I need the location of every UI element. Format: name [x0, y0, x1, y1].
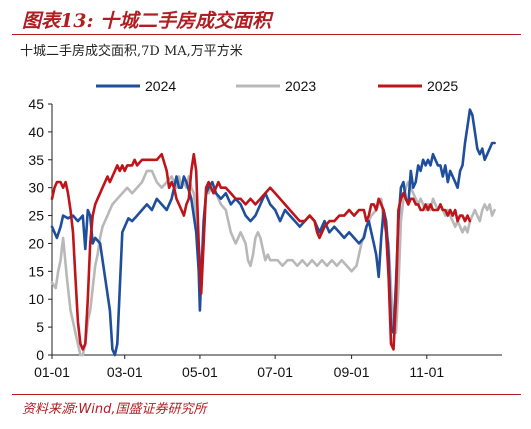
y-tick-label: 25	[28, 208, 44, 224]
x-tick-label: 03-01	[107, 364, 143, 380]
x-tick-label: 01-01	[34, 364, 70, 380]
y-tick-label: 0	[36, 347, 44, 363]
figure-title: 图表13: 十城二手房成交面积	[22, 6, 271, 32]
series-layer	[50, 108, 496, 357]
y-tick-label: 10	[28, 291, 44, 307]
x-tick-label: 07-01	[257, 364, 293, 380]
series-line-2024	[50, 108, 496, 357]
source-note: 资料来源:Wind,国盛证券研究所	[22, 402, 207, 417]
y-tick-label: 35	[28, 152, 44, 168]
series-line-2023	[50, 169, 496, 357]
y-tick-label: 15	[28, 263, 44, 279]
legend-label-2024: 2024	[145, 78, 176, 94]
y-tick-label: 40	[28, 124, 44, 140]
chart-subtitle: 十城二手房成交面积,7D MA,万平方米	[20, 44, 243, 59]
y-tick-label: 5	[36, 319, 44, 335]
x-tick-label: 11-01	[409, 364, 444, 380]
figure-label: 图表13:	[22, 10, 94, 32]
y-tick-label: 30	[28, 180, 44, 196]
figure-title-text: 十城二手房成交面积	[100, 10, 272, 32]
title-rule	[12, 34, 521, 35]
axes: 0 5 10 15 20 25 30 35 40 45 01-01 03-01 05-01 07-01 09…	[28, 96, 502, 380]
legend: 2024 2023 2025	[96, 78, 458, 94]
x-tick-label: 05-01	[182, 364, 218, 380]
legend-label-2025: 2025	[427, 78, 458, 94]
y-tick-label: 20	[28, 235, 44, 251]
legend-label-2023: 2023	[285, 78, 316, 94]
source-rule	[12, 394, 521, 395]
y-tick-label: 45	[28, 96, 44, 112]
x-tick-label: 09-01	[334, 364, 370, 380]
series-line-2025	[50, 152, 472, 351]
